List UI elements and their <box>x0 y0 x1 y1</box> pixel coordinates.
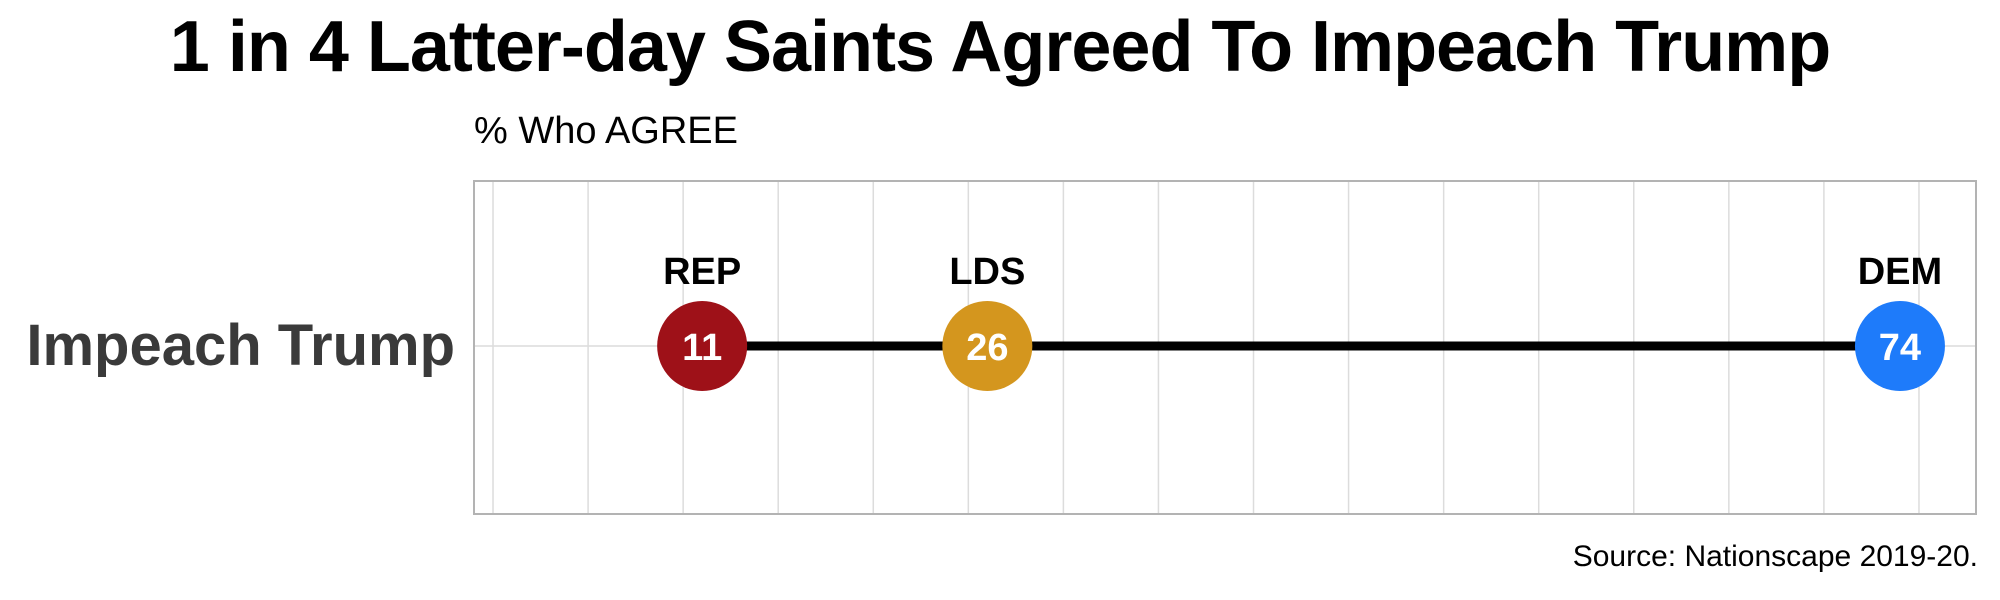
value-label-lds: 26 <box>966 327 1008 369</box>
series-label-lds: LDS <box>949 251 1025 293</box>
chart-caption: Source: Nationscape 2019-20. <box>1572 540 1978 573</box>
chart-subtitle: % Who AGREE <box>474 110 738 152</box>
panel-border <box>473 180 1977 515</box>
value-label-rep: 11 <box>682 327 722 369</box>
value-label-dem: 74 <box>1879 327 1921 369</box>
point-lds <box>942 301 1033 391</box>
series-label-rep: REP <box>663 251 741 293</box>
point-rep <box>657 301 748 391</box>
category-label: Impeach Trump <box>26 313 455 378</box>
chart-title: 1 in 4 Latter-day Saints Agreed To Impea… <box>169 7 1831 87</box>
point-dem <box>1854 301 1945 391</box>
series-label-dem: DEM <box>1858 251 1942 293</box>
